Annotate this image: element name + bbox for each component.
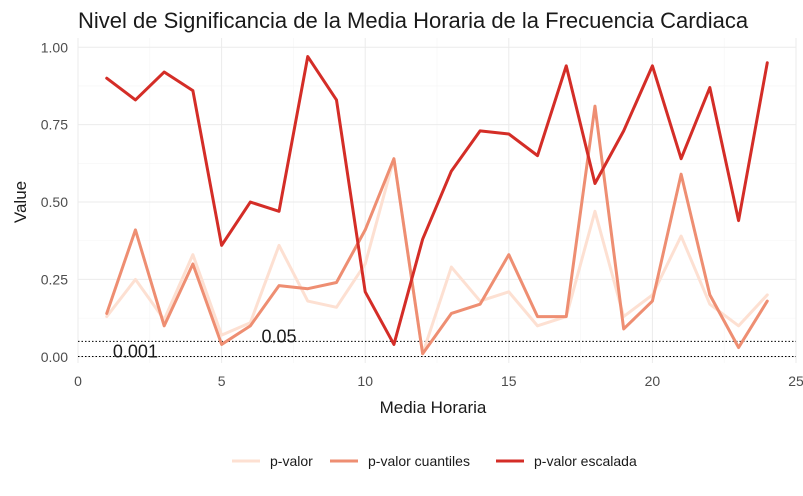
series-line-p-valor-cuantiles — [105, 104, 769, 356]
legend-label-p-valor-escalada: p-valor escalada — [534, 453, 637, 469]
x-tick-label: 15 — [501, 373, 517, 389]
x-tick-label: 5 — [218, 373, 226, 389]
x-tick-label: 0 — [74, 373, 82, 389]
legend-label-p-valor: p-valor — [270, 453, 313, 469]
y-tick-label: 0.25 — [41, 271, 68, 287]
series-lines — [105, 55, 769, 356]
reference-label-0.001: 0.001 — [113, 342, 158, 362]
chart-title: Nivel de Significancia de la Media Horar… — [78, 8, 749, 33]
y-tick-label: 0.00 — [41, 349, 68, 365]
x-tick-label: 20 — [645, 373, 661, 389]
x-axis-label: Media Horaria — [380, 398, 487, 417]
y-tick-label: 0.50 — [41, 194, 68, 210]
series-line-p-valor-escalada — [105, 55, 769, 346]
reference-lines: 0.05 0.001 — [78, 326, 796, 362]
y-axis-ticks: 0.00 0.25 0.50 0.75 1.00 — [41, 39, 68, 365]
y-axis-label: Value — [11, 181, 30, 223]
x-tick-label: 10 — [357, 373, 373, 389]
reference-label-0.05: 0.05 — [262, 326, 297, 346]
y-tick-label: 1.00 — [41, 39, 68, 55]
y-tick-label: 0.75 — [41, 117, 68, 133]
x-axis-ticks: 0 5 10 15 20 25 — [74, 373, 803, 389]
x-tick-label: 25 — [788, 373, 803, 389]
legend: p-valor p-valor cuantiles p-valor escalada — [232, 453, 637, 469]
legend-label-p-valor-cuantiles: p-valor cuantiles — [368, 453, 470, 469]
